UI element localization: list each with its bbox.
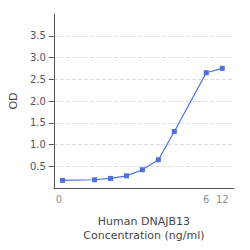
svg-text:1.0: 1.0 (30, 139, 46, 150)
svg-text:OD: OD (7, 92, 20, 109)
svg-text:0: 0 (56, 194, 62, 205)
svg-text:1.5: 1.5 (30, 117, 46, 128)
svg-text:6: 6 (203, 194, 209, 205)
svg-text:12: 12 (216, 194, 229, 205)
svg-text:3.5: 3.5 (30, 30, 46, 41)
svg-text:Concentration (ng/ml): Concentration (ng/ml) (83, 229, 204, 242)
svg-text:2.5: 2.5 (30, 74, 46, 85)
svg-text:2.0: 2.0 (30, 96, 46, 107)
svg-text:0.5: 0.5 (30, 161, 46, 172)
svg-text:3.0: 3.0 (30, 52, 46, 63)
svg-text:Human DNAJB13: Human DNAJB13 (98, 215, 190, 228)
